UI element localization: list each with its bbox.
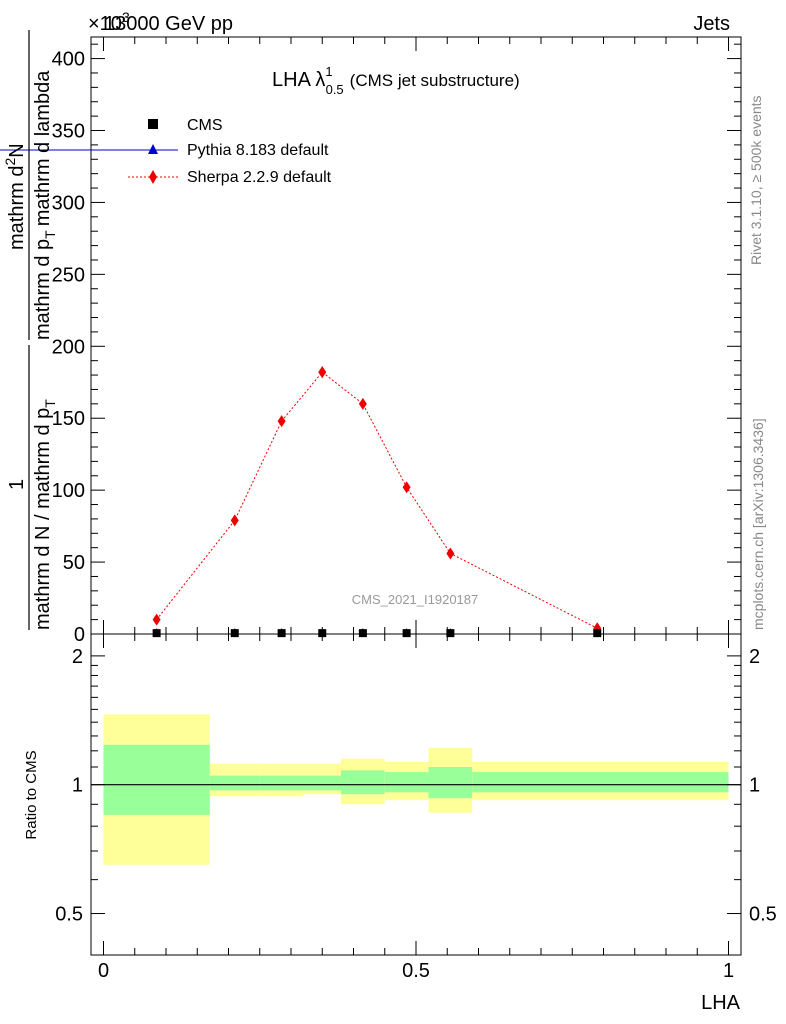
ratio-y-tick-label: 2	[72, 646, 83, 668]
x-tick-label: 0	[98, 960, 109, 982]
ratio-y-tick-label-right: 2	[749, 646, 760, 668]
main-y-tick-label: 400	[52, 49, 85, 71]
cms-point	[230, 629, 239, 638]
ratio-band-green	[103, 744, 210, 815]
main-y-tick-label: 200	[52, 336, 85, 358]
ratio-y-tick-label-right: 0.5	[749, 904, 777, 926]
ratio-y-tick-label: 1	[72, 775, 83, 797]
sherpa-point	[358, 397, 367, 410]
ratio-panel: 0.5 0.51 12 2 0 0.5 1 Ratio to CMS LHA	[23, 633, 777, 1014]
main-x-ticks	[103, 37, 729, 634]
cms-point	[152, 629, 161, 638]
cms-point	[277, 629, 286, 638]
legend-sherpa-label: Sherpa 2.2.9 default	[187, 169, 332, 186]
sherpa-point	[446, 547, 455, 560]
main-y-ticks: 0 50 100 150 200 250 300 350 400	[52, 43, 741, 646]
x-axis-label: LHA	[701, 992, 741, 1014]
main-y-tick-label: 150	[52, 408, 85, 430]
rivet-label: Rivet 3.1.10, ≥ 500k events	[748, 95, 764, 265]
header-left: 13000 GeV pp	[104, 13, 233, 35]
main-panel: 0 50 100 150 200 250 300 350 400 LHA λ1 0.5 (CMS j…	[0, 36, 742, 646]
ratio-y-ticks: 0.5 0.5 1 1 2 2	[55, 646, 777, 926]
ylabel-deriv-den: mathrm d pTmathrm d lambda	[32, 70, 58, 340]
header-exponent: ×103	[88, 9, 130, 35]
main-y-tick-label: 0	[74, 624, 85, 646]
sherpa-point	[277, 415, 286, 428]
ratio-y-label: Ratio to CMS	[23, 750, 40, 839]
sherpa-line	[156, 371, 598, 629]
x-tick-label: 0.5	[402, 960, 430, 982]
plot-title: LHA λ1 0.5 (CMS jet substructure)	[272, 64, 520, 97]
ratio-band-green	[428, 766, 473, 799]
legend-sherpa-marker	[149, 170, 157, 184]
sherpa-point	[402, 481, 411, 494]
ylabel-fraction-num: 1	[6, 479, 28, 490]
cms-point	[358, 629, 367, 638]
ratio-band-green	[259, 775, 304, 791]
cms-point	[402, 629, 411, 638]
ylabel-fraction-den: mathrm d N / mathrm d pT	[32, 399, 58, 630]
cms-point	[446, 629, 455, 638]
ratio-y-tick-label: 0.5	[55, 904, 83, 926]
ratio-band-green	[472, 772, 729, 793]
ratio-band-green	[209, 775, 260, 791]
ratio-band-green	[341, 770, 385, 795]
main-y-label: 1 mathrm d N / mathrm d pT mathrm d2N ma…	[2, 30, 58, 630]
header-right: Jets	[693, 13, 730, 35]
ratio-band-green	[303, 775, 341, 791]
ratio-x-ticks: 0 0.5 1	[98, 634, 734, 982]
x-tick-label: 1	[723, 960, 734, 982]
main-series	[152, 366, 602, 638]
main-y-tick-label: 250	[52, 264, 85, 286]
legend-pythia-marker	[148, 144, 158, 154]
main-y-tick-label: 50	[63, 552, 85, 574]
sherpa-point	[152, 613, 161, 626]
cms-point	[593, 629, 602, 638]
main-y-tick-label: 350	[52, 121, 85, 143]
sherpa-point	[230, 514, 239, 527]
ylabel-deriv-num: mathrm d2N	[2, 143, 28, 250]
legend-cms-label: CMS	[187, 117, 223, 134]
sherpa-point	[318, 366, 327, 379]
cms-point	[318, 629, 327, 638]
watermark: CMS_2021_I1920187	[352, 592, 479, 607]
legend: CMS Pythia 8.183 default Sherpa 2.2.9 de…	[0, 117, 332, 186]
mcplots-label: mcplots.cern.ch [arXiv:1306.3436]	[750, 418, 766, 630]
ratio-y-tick-label-right: 1	[749, 775, 760, 797]
legend-cms-marker	[148, 119, 158, 129]
ratio-band-green	[384, 772, 429, 793]
main-y-tick-label: 300	[52, 192, 85, 214]
main-y-tick-label: 100	[52, 480, 85, 502]
ratio-bands	[103, 714, 729, 865]
legend-pythia-label: Pythia 8.183 default	[187, 142, 329, 159]
